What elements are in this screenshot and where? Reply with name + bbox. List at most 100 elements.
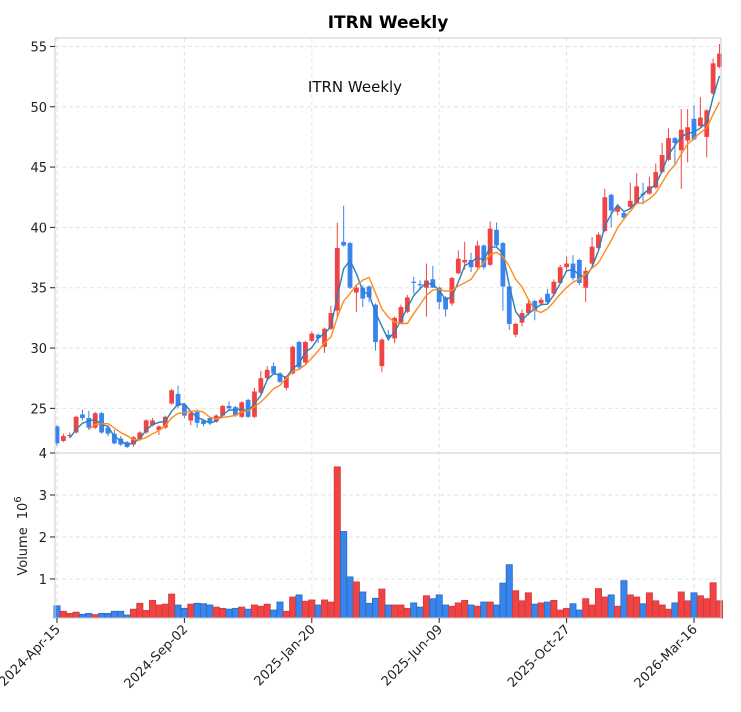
volume-bar bbox=[594, 588, 602, 619]
candle-body-up bbox=[162, 416, 168, 428]
volume-bar bbox=[200, 603, 208, 619]
candle-body-down bbox=[245, 399, 251, 417]
price-tick-label: 40 bbox=[30, 221, 47, 236]
volume-bar bbox=[696, 595, 704, 619]
candle-body-down bbox=[385, 334, 391, 338]
candle-body-up bbox=[169, 390, 175, 404]
candle-body-up bbox=[353, 287, 359, 293]
volume-bar bbox=[257, 605, 265, 619]
volume-bar bbox=[371, 597, 379, 619]
candle-body-up bbox=[589, 246, 595, 264]
candle-body-up bbox=[538, 299, 544, 304]
candle-body-up bbox=[697, 117, 703, 127]
volume-bar bbox=[308, 599, 316, 619]
volume-bar bbox=[410, 602, 418, 619]
candle-body-up bbox=[73, 416, 79, 433]
volume-bar bbox=[499, 582, 507, 619]
candle-body-down bbox=[54, 426, 60, 444]
volume-bar bbox=[295, 594, 303, 619]
ma6-line bbox=[88, 101, 721, 441]
candle-body-up bbox=[462, 259, 468, 263]
volume-bar bbox=[709, 582, 717, 619]
volume-bar bbox=[537, 602, 545, 619]
volume-bar bbox=[480, 601, 488, 619]
volume-bar bbox=[238, 606, 246, 619]
volume-bar bbox=[359, 591, 367, 619]
volume-bar bbox=[569, 603, 577, 619]
volume-bar bbox=[346, 576, 354, 619]
volume-bar bbox=[301, 600, 309, 619]
candle-body-up bbox=[283, 376, 289, 388]
volume-bar bbox=[263, 603, 271, 619]
volume-bar bbox=[85, 612, 93, 619]
candle-body-up bbox=[131, 437, 136, 445]
date-tick-label: 2026-Mar-16 bbox=[632, 622, 701, 691]
volume-bar bbox=[206, 604, 214, 619]
candle-body-up bbox=[398, 307, 404, 323]
volume-bar bbox=[193, 602, 201, 619]
price-tick-label: 35 bbox=[30, 282, 47, 297]
candle-body-up bbox=[583, 270, 589, 288]
volume-bar bbox=[633, 596, 641, 619]
volume-bar bbox=[231, 607, 239, 619]
candle-body-down bbox=[105, 427, 111, 434]
volume-bar bbox=[505, 564, 513, 619]
candle-body-down bbox=[506, 286, 512, 324]
candle-body-up bbox=[60, 436, 66, 441]
candle-body-up bbox=[513, 323, 519, 335]
price-tick-label: 55 bbox=[30, 40, 47, 55]
candle-body-down bbox=[468, 259, 474, 268]
volume-bars bbox=[53, 466, 723, 619]
ma3-line bbox=[69, 75, 721, 446]
volume-bar bbox=[614, 605, 622, 619]
volume-bar bbox=[690, 592, 698, 619]
volume-bar bbox=[340, 531, 348, 619]
volume-bar bbox=[180, 607, 188, 619]
candle-body-down bbox=[608, 194, 614, 211]
candle-body-up bbox=[596, 234, 601, 248]
candle-body-up bbox=[404, 297, 410, 312]
volume-scale-base: 10 bbox=[16, 503, 31, 520]
volume-bar bbox=[563, 607, 571, 619]
candle-body-up bbox=[392, 317, 398, 339]
candle-body-up bbox=[602, 197, 608, 232]
price-tick-label: 30 bbox=[30, 342, 47, 357]
volume-bar bbox=[161, 603, 169, 619]
candle-body-down bbox=[373, 304, 378, 343]
candle-body-down bbox=[545, 293, 550, 303]
volume-bar bbox=[149, 599, 157, 619]
volume-bar bbox=[250, 604, 258, 619]
volume-bar bbox=[384, 604, 392, 619]
candle-body-down bbox=[430, 279, 436, 288]
candle-body-down bbox=[481, 245, 487, 268]
volume-bar bbox=[607, 594, 615, 619]
chart-title: ITRN Weekly bbox=[328, 13, 449, 33]
volume-bar bbox=[219, 607, 227, 619]
volume-bar bbox=[155, 604, 163, 619]
candle-body-up bbox=[188, 413, 194, 421]
volume-bar bbox=[652, 600, 660, 619]
candle-body-down bbox=[532, 300, 538, 311]
volume-bar bbox=[78, 613, 86, 619]
volume-bar bbox=[212, 606, 220, 619]
candle-body-up bbox=[137, 432, 143, 440]
volume-bar bbox=[703, 598, 711, 619]
candle-body-up bbox=[659, 155, 665, 172]
volume-bar bbox=[467, 604, 475, 619]
volume-bar bbox=[270, 609, 278, 619]
volume-bar bbox=[442, 604, 450, 619]
volume-bar bbox=[129, 608, 137, 619]
candle-body-down bbox=[99, 413, 104, 433]
candle-body-up bbox=[525, 303, 531, 314]
candle-body-down bbox=[500, 243, 506, 287]
candle-body-down bbox=[226, 405, 232, 409]
candle-body-up bbox=[309, 333, 315, 341]
candle-body-down bbox=[417, 284, 423, 286]
volume-bar bbox=[276, 601, 284, 619]
candle-body-down bbox=[201, 420, 206, 425]
candle-body-down bbox=[207, 418, 213, 423]
candle-body-up bbox=[475, 245, 480, 268]
candle-body-down bbox=[111, 433, 117, 444]
candle-body-down bbox=[443, 297, 448, 310]
